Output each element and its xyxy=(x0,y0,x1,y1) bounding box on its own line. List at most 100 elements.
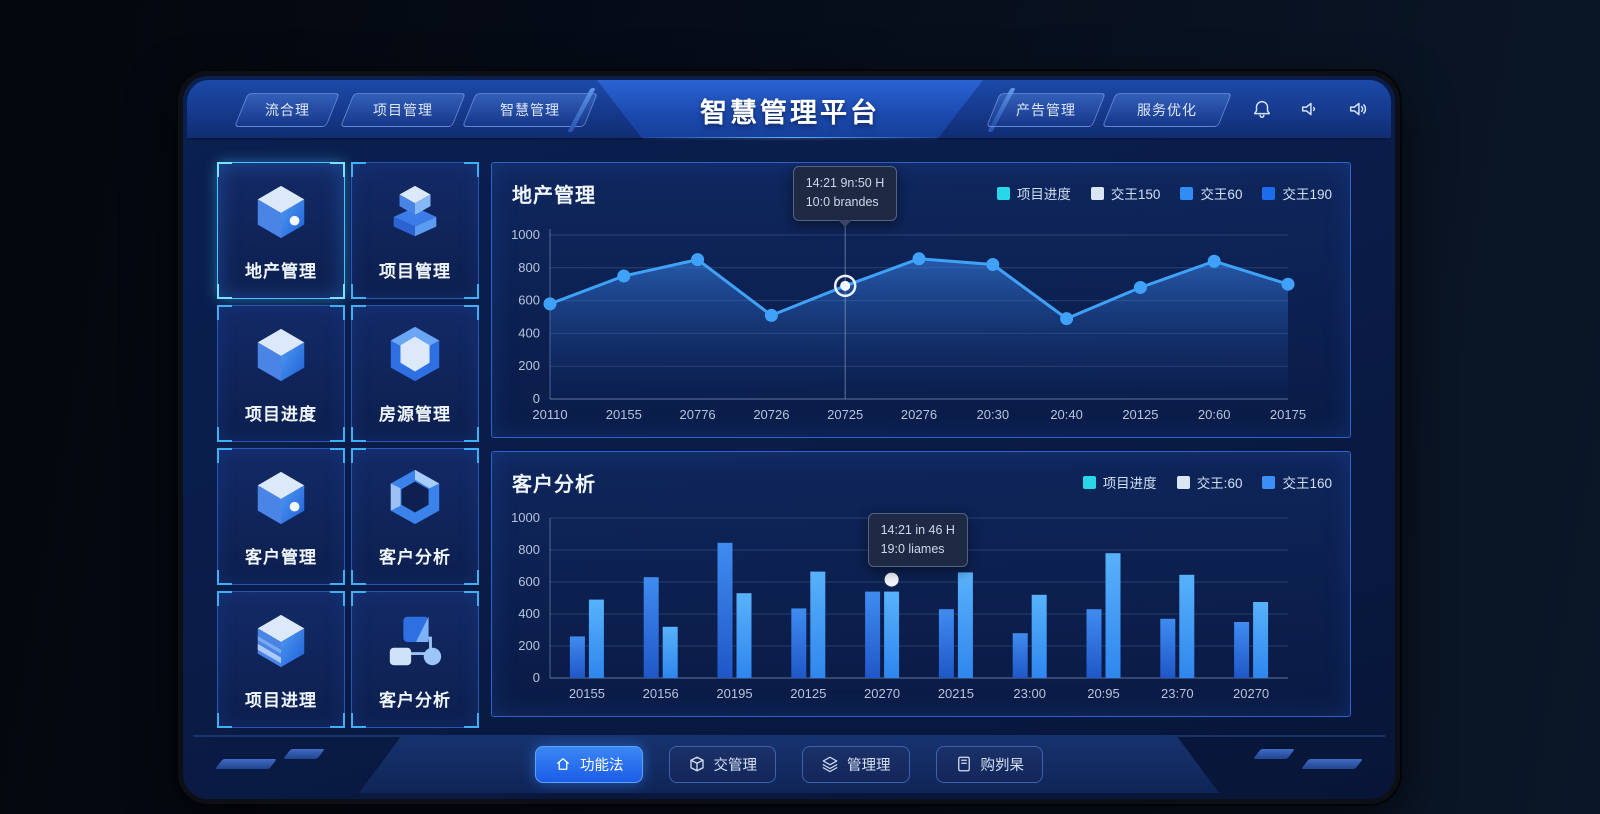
cube-dot-icon xyxy=(249,180,313,247)
tile-corner xyxy=(351,713,366,728)
legend-label: 交王150 xyxy=(1110,187,1161,202)
legend-item-0[interactable]: 项目进度 xyxy=(996,183,1071,203)
tooltip-line2: 19:0 liames xyxy=(880,541,945,556)
tile-corner xyxy=(464,427,479,442)
header-tab-label: 流合理 xyxy=(264,102,310,118)
svg-text:20270: 20270 xyxy=(864,686,900,701)
tile-corner xyxy=(464,448,479,463)
sidebar-tile-7[interactable]: 客户分析 xyxy=(351,591,479,728)
tile-corner xyxy=(351,284,366,299)
cube-stack-icon xyxy=(383,180,447,247)
bar xyxy=(810,571,826,678)
box-icon xyxy=(688,755,706,773)
speaker-icon[interactable] xyxy=(1297,96,1323,122)
sidebar-tile-1[interactable]: 项目管理 xyxy=(351,162,479,299)
legend-swatch xyxy=(1180,186,1194,200)
legend-swatch xyxy=(1082,475,1096,489)
svg-text:800: 800 xyxy=(518,542,540,557)
header-tab-right-1[interactable]: 服务优化 xyxy=(1102,93,1232,127)
chevron-decoration xyxy=(1301,759,1363,769)
bar xyxy=(957,572,973,678)
tile-corner xyxy=(351,591,366,606)
bar xyxy=(1105,553,1121,678)
header-tab-left-0[interactable]: 流合理 xyxy=(234,93,340,127)
panel-real-estate: 地产管理 项目进度 交王150 交王60 交王190 14:21 9n:50 H 10… xyxy=(491,162,1351,438)
bar-chart[interactable]: 14:21 in 46 H 19:0 liames 0 200 400 600 800 1… xyxy=(504,502,1338,708)
bottom-nav-2[interactable]: 管理理 xyxy=(802,745,910,783)
bottom-nav-1[interactable]: 交管理 xyxy=(668,745,776,783)
tile-corner xyxy=(217,570,232,585)
legend-swatch xyxy=(1262,475,1276,489)
page-title: 智慧管理平台 xyxy=(700,97,880,128)
tile-label: 项目管理 xyxy=(379,261,451,281)
bell-icon[interactable] xyxy=(1249,96,1275,122)
header-bar: 流合理 项目管理 智慧管理 智慧管理平台 产告管理 服务优化 xyxy=(187,80,1391,140)
svg-text:20155: 20155 xyxy=(569,686,605,701)
legend: 项目进度 交王:60 交王160 xyxy=(1082,472,1332,492)
legend-label: 项目进度 xyxy=(1016,187,1071,202)
data-point xyxy=(912,252,926,266)
svg-text:1000: 1000 xyxy=(511,227,540,242)
chevron-decoration xyxy=(283,749,325,759)
tile-corner xyxy=(217,427,232,442)
legend-label: 交王160 xyxy=(1282,476,1332,491)
device-bezel: 流合理 项目管理 智慧管理 智慧管理平台 产告管理 服务优化 地产管理 项目管理 项目进度… xyxy=(178,71,1400,804)
tile-corner xyxy=(217,162,232,177)
legend-item-1[interactable]: 交王:60 xyxy=(1176,472,1242,492)
nodes-icon xyxy=(383,609,447,676)
tile-corner xyxy=(330,591,345,606)
svg-text:600: 600 xyxy=(518,293,540,308)
header-icons xyxy=(1249,96,1371,122)
bar xyxy=(717,542,733,678)
bottom-nav-bar: 功能法 交管理 管理理 购刿杲 xyxy=(359,735,1219,793)
volume-icon[interactable] xyxy=(1345,96,1371,122)
chevron-decoration xyxy=(1253,749,1295,759)
line-chart[interactable]: 14:21 9n:50 H 10:0 brandes 0 200 400 600 800… xyxy=(504,166,1338,429)
svg-text:20110: 20110 xyxy=(532,407,567,422)
tooltip-line1: 14:21 9n:50 H xyxy=(805,176,885,190)
tile-label: 地产管理 xyxy=(245,261,317,281)
bar xyxy=(736,593,752,678)
legend-item-3[interactable]: 交王190 xyxy=(1262,183,1332,203)
data-point xyxy=(986,258,1000,272)
bottom-nav-3[interactable]: 购刿杲 xyxy=(935,745,1043,783)
chevron-decoration xyxy=(215,759,277,769)
tile-corner xyxy=(351,427,366,442)
tile-corner xyxy=(330,162,345,177)
sidebar-tile-5[interactable]: 客户分析 xyxy=(351,448,479,585)
sidebar-tile-2[interactable]: 项目进度 xyxy=(217,305,345,442)
tile-corner xyxy=(330,570,345,585)
tile-label: 客户分析 xyxy=(379,547,451,567)
svg-text:20:95: 20:95 xyxy=(1087,686,1120,701)
svg-text:23:70: 23:70 xyxy=(1161,686,1194,701)
legend-item-1[interactable]: 交王150 xyxy=(1090,183,1161,203)
bottom-nav-0[interactable]: 功能法 xyxy=(535,745,643,783)
sidebar-tile-4[interactable]: 客户管理 xyxy=(217,448,345,585)
tile-corner xyxy=(464,305,479,320)
header-tab-right-0[interactable]: 产告管理 xyxy=(986,93,1106,127)
tile-corner xyxy=(464,591,479,606)
legend-label: 交王190 xyxy=(1282,187,1332,202)
home-icon xyxy=(554,755,572,773)
bar xyxy=(884,591,900,678)
tile-label: 项目进理 xyxy=(245,690,317,710)
data-point xyxy=(1207,254,1221,268)
data-point xyxy=(691,253,705,267)
header-tab-left-1[interactable]: 项目管理 xyxy=(340,93,466,127)
legend-item-2[interactable]: 交王160 xyxy=(1262,472,1332,492)
sidebar-tile-3[interactable]: 房源管理 xyxy=(351,305,479,442)
sidebar-tile-6[interactable]: 项目进理 xyxy=(217,591,345,728)
sidebar-tile-0[interactable]: 地产管理 xyxy=(217,162,345,299)
legend-item-2[interactable]: 交王60 xyxy=(1180,183,1242,203)
legend-item-0[interactable]: 项目进度 xyxy=(1082,472,1157,492)
legend-label: 项目进度 xyxy=(1102,476,1157,491)
tile-corner xyxy=(464,284,479,299)
title-trapezoid: 智慧管理平台 xyxy=(597,80,983,140)
data-point xyxy=(1060,312,1074,326)
bottom-nav-label: 交管理 xyxy=(713,757,758,774)
tile-corner xyxy=(330,427,345,442)
highlighted-point xyxy=(833,274,857,298)
bar xyxy=(1253,602,1269,678)
svg-text:0: 0 xyxy=(533,670,540,685)
svg-text:600: 600 xyxy=(518,574,540,589)
